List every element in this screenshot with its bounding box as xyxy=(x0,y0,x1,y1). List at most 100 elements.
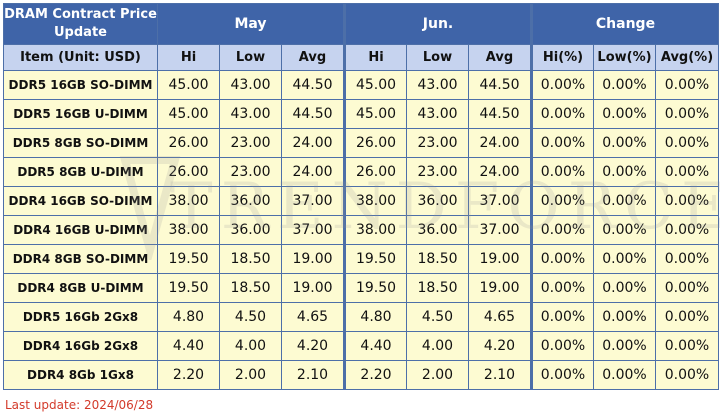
cell-change-avg: 0.00% xyxy=(655,302,719,332)
cell-jun-low: 43.00 xyxy=(406,70,469,100)
cell-change-avg: 0.00% xyxy=(655,273,719,303)
item-column-header: Item (Unit: USD) xyxy=(3,44,158,71)
cell-jun-avg: 2.10 xyxy=(468,360,533,390)
row-item-label: DDR4 8GB U-DIMM xyxy=(3,273,158,303)
last-update-text: Last update: 2024/06/28 xyxy=(5,398,154,412)
row-item-label: DDR5 8GB SO-DIMM xyxy=(3,128,158,158)
cell-jun-avg: 19.00 xyxy=(468,273,533,303)
cell-jun-hi: 4.40 xyxy=(344,331,407,361)
cell-may-hi: 38.00 xyxy=(157,186,220,216)
cell-change-low: 0.00% xyxy=(593,331,656,361)
cell-change-low: 0.00% xyxy=(593,70,656,100)
row-item-label: DDR4 16GB SO-DIMM xyxy=(3,186,158,216)
cell-jun-avg: 24.00 xyxy=(468,157,533,187)
subheader-may-low: Low xyxy=(219,44,282,71)
cell-change-low: 0.00% xyxy=(593,186,656,216)
cell-jun-avg: 4.20 xyxy=(468,331,533,361)
cell-change-avg: 0.00% xyxy=(655,99,719,129)
cell-jun-low: 18.50 xyxy=(406,273,469,303)
subheader-change-avg: Avg(%) xyxy=(655,44,719,71)
cell-may-hi: 4.40 xyxy=(157,331,220,361)
cell-change-avg: 0.00% xyxy=(655,331,719,361)
cell-may-avg: 4.65 xyxy=(281,302,346,332)
cell-may-avg: 4.20 xyxy=(281,331,346,361)
cell-jun-low: 36.00 xyxy=(406,186,469,216)
cell-may-hi: 26.00 xyxy=(157,128,220,158)
table-row: DDR5 8GB U-DIMM 26.00 23.00 24.00 26.00 23.00… xyxy=(3,157,719,187)
row-item-label: DDR4 8GB SO-DIMM xyxy=(3,244,158,274)
cell-jun-hi: 45.00 xyxy=(344,99,407,129)
cell-change-low: 0.00% xyxy=(593,273,656,303)
subheader-change-hi: Hi(%) xyxy=(531,44,594,71)
cell-change-low: 0.00% xyxy=(593,244,656,274)
cell-jun-avg: 44.50 xyxy=(468,70,533,100)
cell-jun-avg: 4.65 xyxy=(468,302,533,332)
cell-jun-hi: 38.00 xyxy=(344,186,407,216)
cell-may-hi: 2.20 xyxy=(157,360,220,390)
cell-change-avg: 0.00% xyxy=(655,215,719,245)
cell-jun-low: 4.50 xyxy=(406,302,469,332)
cell-jun-hi: 19.50 xyxy=(344,273,407,303)
cell-jun-hi: 4.80 xyxy=(344,302,407,332)
subheader-jun-low: Low xyxy=(406,44,469,71)
row-item-label: DDR4 8Gb 1Gx8 xyxy=(3,360,158,390)
table-row: DDR4 16GB SO-DIMM 38.00 36.00 37.00 38.00 36.… xyxy=(3,186,719,216)
cell-change-low: 0.00% xyxy=(593,99,656,129)
cell-jun-low: 18.50 xyxy=(406,244,469,274)
table-body: DDR5 16GB SO-DIMM 45.00 43.00 44.50 45.00 43.… xyxy=(3,70,719,390)
subheader-change-low: Low(%) xyxy=(593,44,656,71)
cell-change-hi: 0.00% xyxy=(531,360,594,390)
row-item-label: DDR5 16GB SO-DIMM xyxy=(3,70,158,100)
cell-change-low: 0.00% xyxy=(593,157,656,187)
cell-may-low: 43.00 xyxy=(219,99,282,129)
cell-change-avg: 0.00% xyxy=(655,70,719,100)
cell-jun-low: 43.00 xyxy=(406,99,469,129)
cell-jun-hi: 45.00 xyxy=(344,70,407,100)
row-item-label: DDR5 16GB U-DIMM xyxy=(3,99,158,129)
cell-jun-avg: 19.00 xyxy=(468,244,533,274)
cell-may-low: 18.50 xyxy=(219,273,282,303)
row-item-label: DDR4 16Gb 2Gx8 xyxy=(3,331,158,361)
table-row: DDR4 16Gb 2Gx8 4.40 4.00 4.20 4.40 4.00 4.20 0.… xyxy=(3,331,719,361)
cell-jun-low: 23.00 xyxy=(406,128,469,158)
cell-may-low: 43.00 xyxy=(219,70,282,100)
cell-jun-hi: 19.50 xyxy=(344,244,407,274)
row-item-label: DDR5 8GB U-DIMM xyxy=(3,157,158,187)
cell-may-low: 36.00 xyxy=(219,215,282,245)
cell-change-hi: 0.00% xyxy=(531,331,594,361)
table-row: DDR5 16GB U-DIMM 45.00 43.00 44.50 45.00 43.0… xyxy=(3,99,719,129)
table-row: DDR4 8GB U-DIMM 19.50 18.50 19.00 19.50 18.50… xyxy=(3,273,719,303)
subheader-jun-hi: Hi xyxy=(344,44,407,71)
cell-may-avg: 37.00 xyxy=(281,215,346,245)
cell-change-hi: 0.00% xyxy=(531,273,594,303)
cell-may-low: 2.00 xyxy=(219,360,282,390)
cell-change-hi: 0.00% xyxy=(531,244,594,274)
cell-may-avg: 37.00 xyxy=(281,186,346,216)
cell-jun-hi: 26.00 xyxy=(344,157,407,187)
cell-change-low: 0.00% xyxy=(593,302,656,332)
cell-jun-hi: 2.20 xyxy=(344,360,407,390)
cell-change-low: 0.00% xyxy=(593,128,656,158)
cell-may-hi: 26.00 xyxy=(157,157,220,187)
cell-change-avg: 0.00% xyxy=(655,128,719,158)
row-item-label: DDR5 16Gb 2Gx8 xyxy=(3,302,158,332)
cell-may-low: 36.00 xyxy=(219,186,282,216)
group-change: Change xyxy=(531,3,719,45)
cell-may-low: 4.00 xyxy=(219,331,282,361)
cell-change-hi: 0.00% xyxy=(531,157,594,187)
header-group-row: DRAM Contract Price Update May Jun. Chan… xyxy=(3,3,719,45)
cell-may-hi: 45.00 xyxy=(157,99,220,129)
cell-may-low: 18.50 xyxy=(219,244,282,274)
cell-may-avg: 24.00 xyxy=(281,157,346,187)
subheader-row: Item (Unit: USD) Hi Low Avg Hi Low Avg H… xyxy=(3,44,719,71)
cell-change-hi: 0.00% xyxy=(531,186,594,216)
cell-may-hi: 4.80 xyxy=(157,302,220,332)
cell-jun-low: 2.00 xyxy=(406,360,469,390)
cell-jun-low: 4.00 xyxy=(406,331,469,361)
cell-may-avg: 44.50 xyxy=(281,70,346,100)
cell-change-avg: 0.00% xyxy=(655,360,719,390)
cell-change-avg: 0.00% xyxy=(655,244,719,274)
table-row: DDR4 16GB U-DIMM 38.00 36.00 37.00 38.00 36.0… xyxy=(3,215,719,245)
cell-jun-hi: 26.00 xyxy=(344,128,407,158)
cell-jun-low: 23.00 xyxy=(406,157,469,187)
